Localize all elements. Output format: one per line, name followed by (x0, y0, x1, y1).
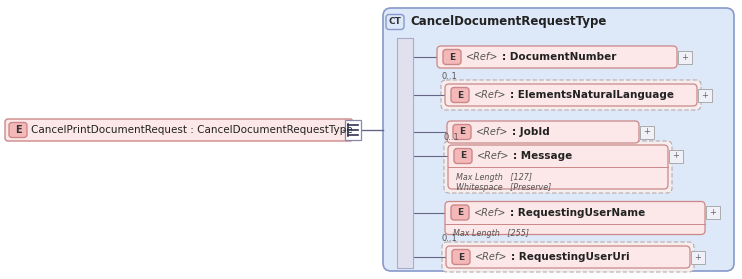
Text: +: + (709, 208, 717, 217)
FancyBboxPatch shape (451, 88, 469, 102)
Bar (397, 38, 413, 268)
Text: E: E (457, 208, 463, 217)
Text: 0..1: 0..1 (441, 72, 457, 81)
Text: <Ref>: <Ref> (466, 52, 499, 62)
Text: 0..1: 0..1 (442, 234, 458, 243)
Text: CancelDocumentRequestType: CancelDocumentRequestType (410, 16, 606, 28)
Text: : ElementsNaturalLanguage: : ElementsNaturalLanguage (510, 90, 674, 100)
Text: : JobId: : JobId (512, 127, 550, 137)
Text: +: + (702, 90, 709, 100)
Text: Whitespace   [Preserve]: Whitespace [Preserve] (456, 184, 551, 193)
FancyBboxPatch shape (9, 122, 27, 138)
Text: E: E (459, 128, 465, 136)
FancyBboxPatch shape (445, 201, 705, 235)
Text: E: E (449, 52, 455, 61)
Text: : DocumentNumber: : DocumentNumber (502, 52, 617, 62)
FancyBboxPatch shape (446, 246, 690, 268)
Text: +: + (682, 52, 689, 61)
Bar (691, 251, 705, 263)
Text: +: + (643, 128, 651, 136)
Text: +: + (695, 252, 701, 261)
FancyBboxPatch shape (383, 8, 734, 271)
Text: <Ref>: <Ref> (476, 127, 508, 137)
Text: E: E (460, 151, 466, 160)
FancyBboxPatch shape (447, 121, 639, 143)
Text: E: E (457, 90, 463, 100)
FancyBboxPatch shape (443, 49, 461, 64)
Bar (706, 206, 720, 219)
Text: E: E (458, 252, 464, 261)
FancyBboxPatch shape (386, 15, 404, 30)
FancyBboxPatch shape (445, 84, 697, 106)
Text: <Ref>: <Ref> (474, 208, 506, 218)
Bar (345, 120, 361, 140)
FancyBboxPatch shape (441, 80, 701, 110)
Bar (678, 50, 692, 64)
Bar (669, 150, 683, 162)
FancyBboxPatch shape (5, 119, 353, 141)
Text: Max Length   [255]: Max Length [255] (453, 229, 529, 238)
Text: : RequestingUserUri: : RequestingUserUri (511, 252, 630, 262)
Text: <Ref>: <Ref> (477, 151, 509, 161)
Text: +: + (672, 151, 680, 160)
Bar (698, 88, 712, 102)
Text: Max Length   [127]: Max Length [127] (456, 172, 532, 182)
FancyBboxPatch shape (453, 124, 471, 140)
FancyBboxPatch shape (444, 141, 672, 193)
Text: : Message: : Message (513, 151, 572, 161)
FancyBboxPatch shape (451, 205, 469, 220)
Text: CancelPrintDocumentRequest : CancelDocumentRequestType: CancelPrintDocumentRequest : CancelDocum… (31, 125, 352, 135)
Text: 0..1: 0..1 (444, 133, 460, 142)
Bar (640, 126, 654, 138)
Text: <Ref>: <Ref> (475, 252, 508, 262)
FancyBboxPatch shape (448, 145, 668, 189)
FancyBboxPatch shape (454, 148, 472, 163)
Text: <Ref>: <Ref> (474, 90, 506, 100)
Text: : RequestingUserName: : RequestingUserName (510, 208, 646, 218)
Text: E: E (15, 125, 22, 135)
FancyBboxPatch shape (452, 249, 470, 264)
FancyBboxPatch shape (442, 242, 694, 272)
FancyBboxPatch shape (437, 46, 677, 68)
Text: CT: CT (389, 18, 401, 27)
